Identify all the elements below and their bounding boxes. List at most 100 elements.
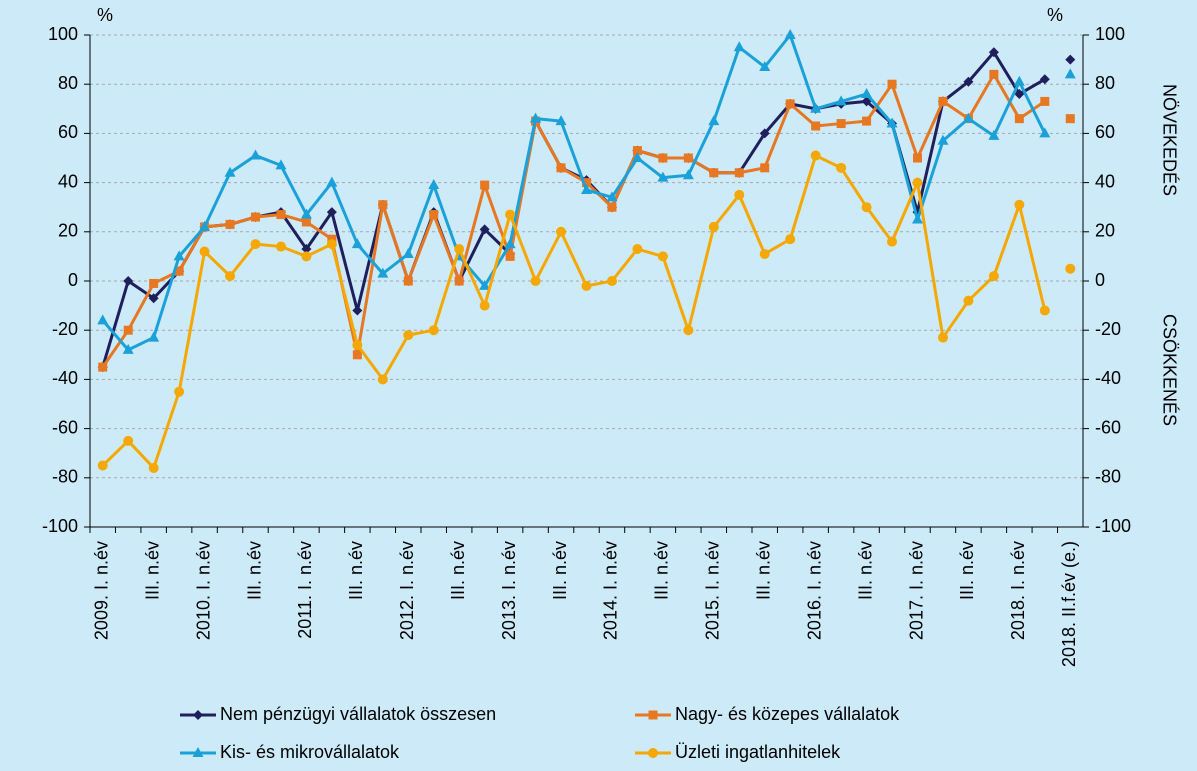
- data-point: [988, 47, 999, 58]
- data-point: [454, 276, 464, 286]
- data-point: [1013, 75, 1025, 86]
- x-tick-label: III. n.év: [346, 541, 366, 600]
- x-tick-label: III. n.év: [957, 541, 977, 600]
- data-point: [1039, 74, 1050, 85]
- data-point: [1064, 68, 1076, 79]
- legend-label: Nem pénzügyi vállalatok összesen: [220, 704, 496, 724]
- x-tick-label: 2009. I. n.év: [91, 541, 111, 640]
- data-point: [708, 221, 719, 232]
- data-point: [454, 244, 465, 255]
- data-point: [962, 112, 974, 123]
- data-point: [733, 41, 745, 52]
- x-tick-label: 2016. I. n.év: [804, 541, 824, 640]
- data-point: [402, 247, 414, 258]
- data-point: [607, 202, 617, 212]
- data-point: [1065, 263, 1076, 274]
- data-point: [657, 171, 669, 182]
- data-point: [276, 210, 286, 220]
- data-point: [97, 314, 109, 325]
- x-tick-label: 2017. I. n.év: [906, 541, 926, 640]
- data-point: [810, 150, 821, 161]
- data-point: [301, 244, 312, 255]
- data-point: [1014, 114, 1024, 124]
- data-point: [98, 362, 108, 372]
- y2-tick-label: 80: [1095, 73, 1115, 93]
- data-point: [326, 239, 337, 250]
- data-point: [428, 325, 439, 336]
- y2-tick-label: 60: [1095, 122, 1115, 142]
- data-point: [378, 200, 388, 210]
- data-point: [937, 332, 948, 343]
- data-point: [479, 300, 490, 311]
- data-point: [657, 251, 668, 262]
- data-point: [173, 250, 185, 261]
- data-point: [836, 162, 847, 173]
- data-point: [810, 102, 822, 113]
- data-point: [861, 88, 873, 99]
- y-tick-label: 20: [58, 221, 78, 241]
- data-point: [149, 278, 159, 288]
- y-tick-label: -40: [52, 368, 78, 388]
- data-point: [377, 374, 388, 385]
- data-point: [148, 293, 159, 304]
- data-point: [861, 202, 872, 213]
- data-point: [326, 176, 338, 187]
- data-point: [631, 152, 643, 162]
- data-point: [199, 220, 211, 231]
- data-point: [97, 460, 108, 471]
- x-tick-label: 2011. I. n.év: [295, 541, 315, 639]
- y-tick-label: -100: [42, 516, 78, 536]
- data-point: [403, 330, 414, 341]
- data-point: [199, 246, 210, 257]
- legend-marker: [193, 710, 203, 720]
- y-tick-label: 60: [58, 122, 78, 142]
- data-point: [938, 96, 948, 106]
- y2-tick-label: 40: [1095, 171, 1115, 191]
- data-point: [734, 168, 744, 178]
- data-point: [606, 276, 617, 286]
- data-point: [887, 79, 897, 89]
- x-tick-label: 2015. I. n.év: [703, 541, 723, 640]
- x-tick-label: 2013. I. n.év: [499, 541, 519, 640]
- x-tick-label: 2018. II.f.év (e.): [1059, 541, 1079, 667]
- data-point: [122, 343, 134, 354]
- data-point: [1014, 89, 1025, 100]
- x-tick-label: 2010. I. n.év: [193, 541, 213, 640]
- data-point: [632, 244, 643, 255]
- data-point: [632, 146, 642, 156]
- lower-annotation: CSÖKKENÉS: [1159, 314, 1179, 426]
- data-point: [352, 339, 363, 350]
- data-point: [148, 462, 159, 473]
- y-tick-label: 100: [48, 24, 78, 44]
- data-point: [377, 267, 389, 278]
- data-point: [505, 251, 515, 261]
- y-tick-label: 40: [58, 171, 78, 191]
- legend-label: Üzleti ingatlanhitelek: [675, 742, 841, 762]
- y-tick-label: 0: [68, 270, 78, 290]
- data-point: [225, 271, 236, 282]
- x-tick-label: III. n.év: [244, 541, 264, 600]
- y-tick-label: -60: [52, 417, 78, 437]
- data-point: [1065, 114, 1075, 124]
- legend-label: Kis- és mikrovállalatok: [220, 742, 400, 762]
- data-point: [301, 251, 312, 262]
- x-tick-label: 2014. I. n.év: [601, 541, 621, 640]
- y2-tick-label: -80: [1095, 467, 1121, 487]
- data-point: [937, 134, 949, 145]
- data-point: [479, 224, 490, 235]
- data-point: [530, 276, 541, 286]
- data-point: [759, 60, 771, 71]
- data-point: [989, 69, 999, 79]
- data-point: [352, 350, 362, 360]
- data-point: [556, 163, 566, 173]
- data-point: [225, 219, 235, 229]
- data-point: [658, 153, 668, 163]
- data-point: [479, 279, 491, 290]
- y2-tick-label: -20: [1095, 319, 1121, 339]
- x-tick-label: III. n.év: [448, 541, 468, 600]
- data-point: [1039, 305, 1050, 316]
- y2-tick-label: 100: [1095, 24, 1125, 44]
- data-point: [912, 177, 923, 188]
- data-point: [887, 236, 898, 247]
